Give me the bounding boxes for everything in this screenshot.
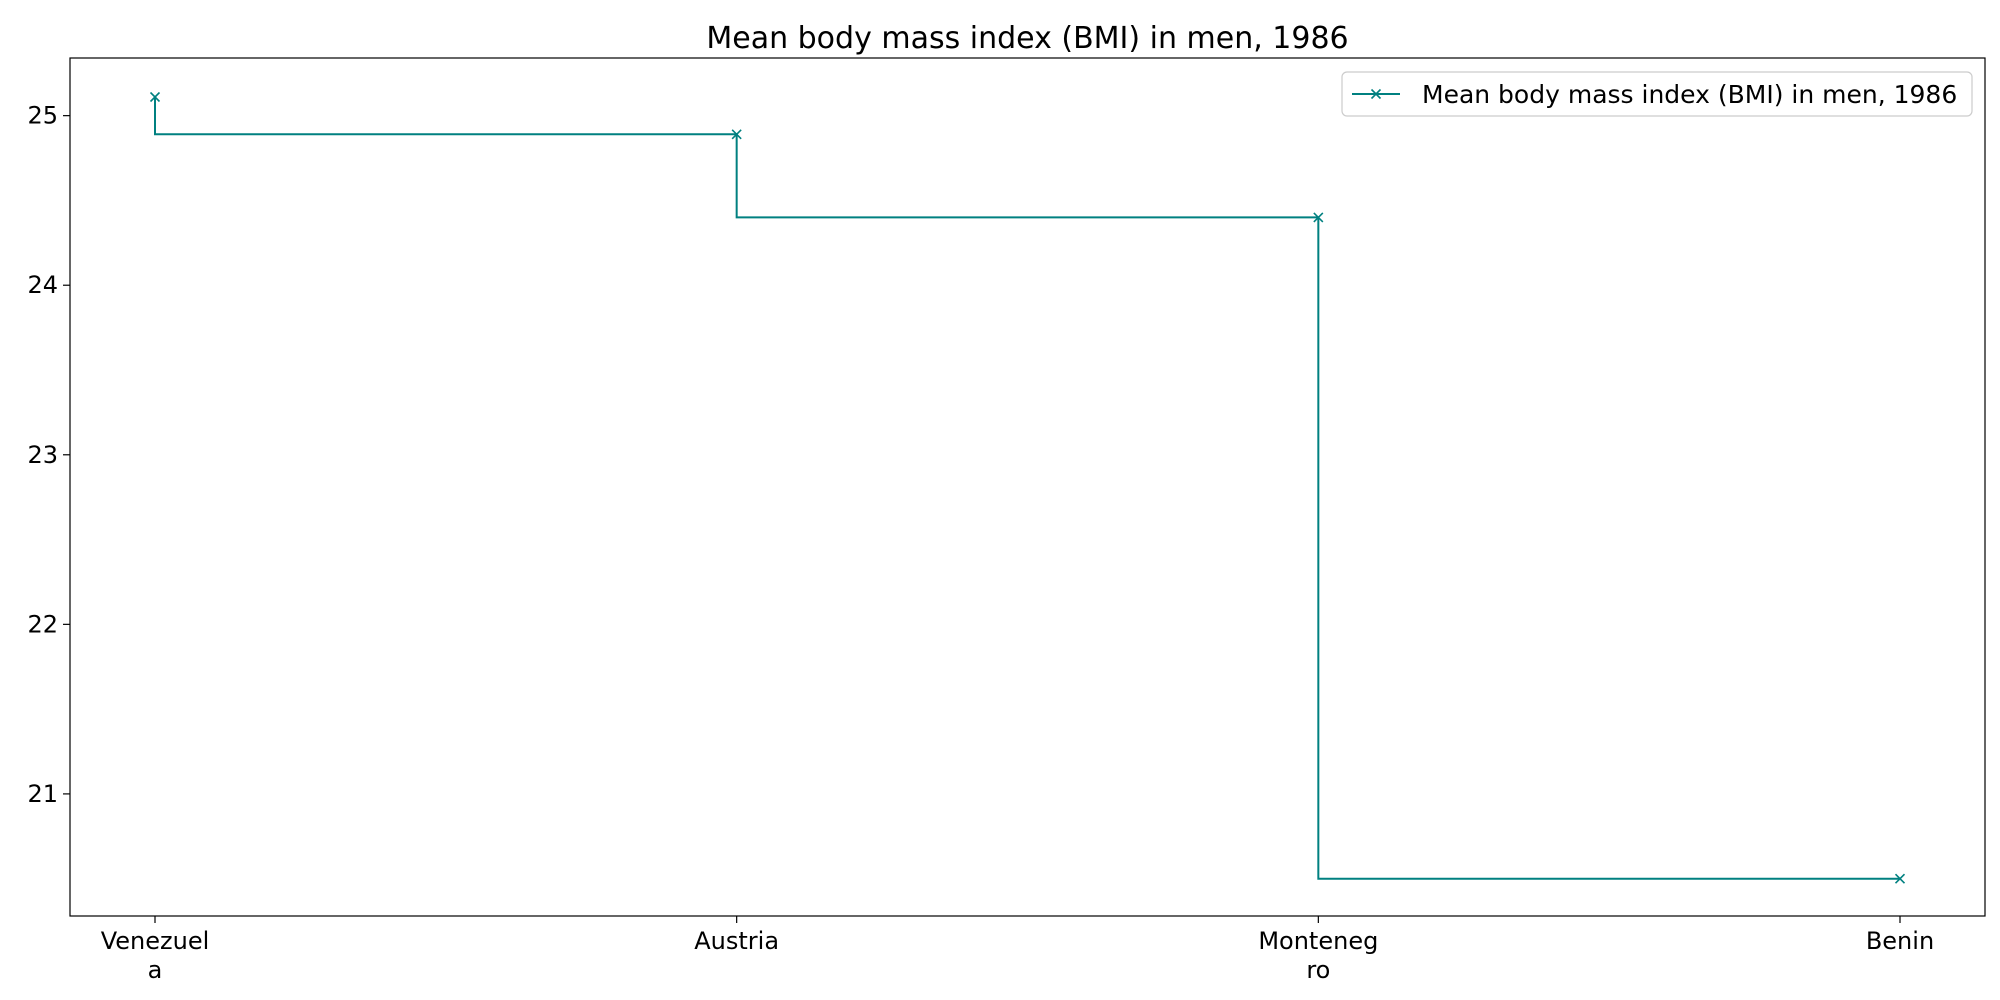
series-line bbox=[154, 97, 1900, 880]
legend-marker bbox=[1370, 88, 1382, 100]
y-tick-label: 22 bbox=[27, 610, 58, 638]
data-point-marker bbox=[1894, 873, 1906, 884]
legend-box bbox=[1341, 71, 1973, 117]
axes: 21 22 23 24 25 Venezuel a Austria Monteneg ro Beni… bbox=[27, 102, 1934, 984]
data-point-marker bbox=[149, 91, 161, 103]
data-point-marker bbox=[1313, 212, 1324, 223]
x-tick-label: Monteneg ro bbox=[1258, 927, 1378, 984]
x-tick-label: Benin bbox=[1866, 927, 1934, 955]
x-tick-label: Venezuel a bbox=[101, 927, 210, 984]
x-tick-label: Austria bbox=[694, 927, 779, 955]
legend-label: Mean body mass index (BMI) in men, 1986 bbox=[1422, 80, 1957, 109]
y-tick-label: 21 bbox=[27, 780, 58, 808]
legend: Mean body mass index (BMI) in men, 1986 bbox=[1341, 71, 1973, 117]
y-tick-label: 23 bbox=[27, 441, 58, 469]
data-point-marker bbox=[731, 129, 742, 140]
plot-frame bbox=[69, 57, 1986, 917]
chart-title: Mean body mass index (BMI) in men, 1986 bbox=[706, 21, 1348, 56]
y-tick-label: 24 bbox=[27, 271, 58, 299]
series-layer bbox=[149, 91, 1906, 884]
y-tick-label: 25 bbox=[27, 102, 58, 130]
plot-area bbox=[69, 57, 1986, 917]
